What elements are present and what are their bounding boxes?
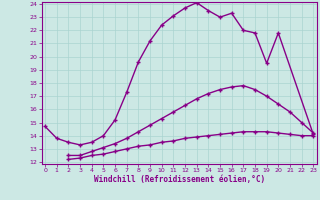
X-axis label: Windchill (Refroidissement éolien,°C): Windchill (Refroidissement éolien,°C) (94, 175, 265, 184)
